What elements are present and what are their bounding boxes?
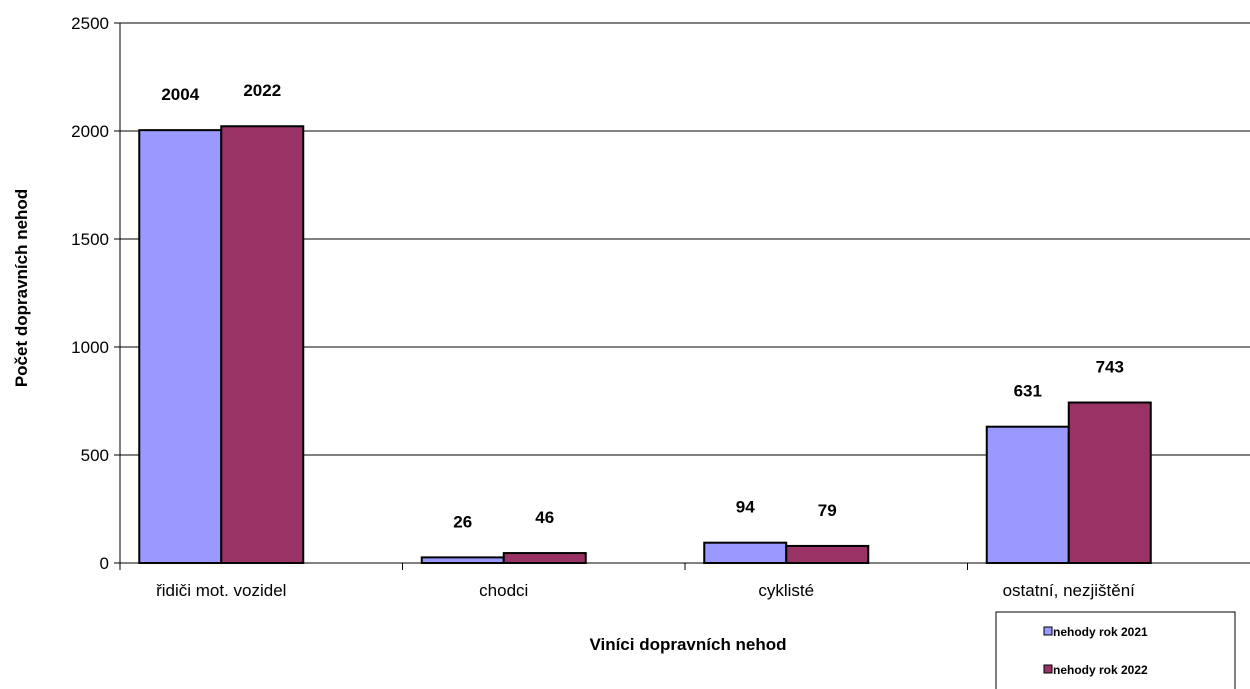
- y-tick-label: 1500: [71, 230, 109, 249]
- y-tick-label: 500: [81, 446, 109, 465]
- x-tick-label: chodci: [479, 581, 528, 600]
- legend-swatch-2021: [1043, 626, 1053, 636]
- legend: nehody rok 2021 nehody rok 2022: [995, 611, 1236, 689]
- data-label-ostatni-2021: 631: [1014, 382, 1042, 401]
- tick-labels: 0 500 1000 1500 2000 2500 řidiči mot. vozidel c…: [71, 14, 1135, 600]
- bar-cykliste-2022: [785, 544, 870, 564]
- axes: [114, 22, 1250, 570]
- x-tick-label: cyklisté: [758, 581, 814, 600]
- data-label-chodci-2021: 26: [453, 512, 472, 531]
- bar-ridici-2022: [220, 125, 305, 565]
- y-tick-label: 0: [100, 554, 109, 573]
- bar-ostatni-2022: [1067, 401, 1152, 564]
- x-tick-label: řidiči mot. vozidel: [156, 581, 286, 600]
- legend-swatch-2022: [1043, 664, 1053, 674]
- legend-box: [995, 611, 1236, 689]
- legend-label-2022: nehody rok 2022: [1053, 663, 1148, 677]
- bar-chodci-2021: [420, 556, 505, 564]
- bar-chodci-2022: [502, 552, 587, 565]
- data-label-cykliste-2021: 94: [736, 498, 755, 517]
- y-tick-label: 2500: [71, 14, 109, 33]
- data-label-chodci-2022: 46: [535, 508, 554, 527]
- bar-ostatni-2021: [985, 425, 1070, 565]
- y-tick-label: 2000: [71, 122, 109, 141]
- bar-cykliste-2021: [703, 541, 788, 564]
- data-label-cykliste-2022: 79: [818, 501, 837, 520]
- legend-label-2021: nehody rok 2021: [1053, 625, 1148, 639]
- bar-ridici-2021: [138, 129, 223, 565]
- data-label-ridici-2021: 2004: [161, 85, 199, 104]
- bars: [138, 125, 1152, 565]
- x-tick-label: ostatní, nezjištění: [1003, 581, 1136, 600]
- data-label-ostatni-2022: 743: [1096, 358, 1124, 377]
- y-axis-title: Počet dopravních nehod: [12, 189, 31, 387]
- data-labels: 2004 2022 26 46 94 79 631 743: [161, 81, 1124, 531]
- data-label-ridici-2022: 2022: [243, 81, 281, 100]
- x-axis-title: Viníci dopravních nehod: [589, 635, 786, 654]
- y-tick-label: 1000: [71, 338, 109, 357]
